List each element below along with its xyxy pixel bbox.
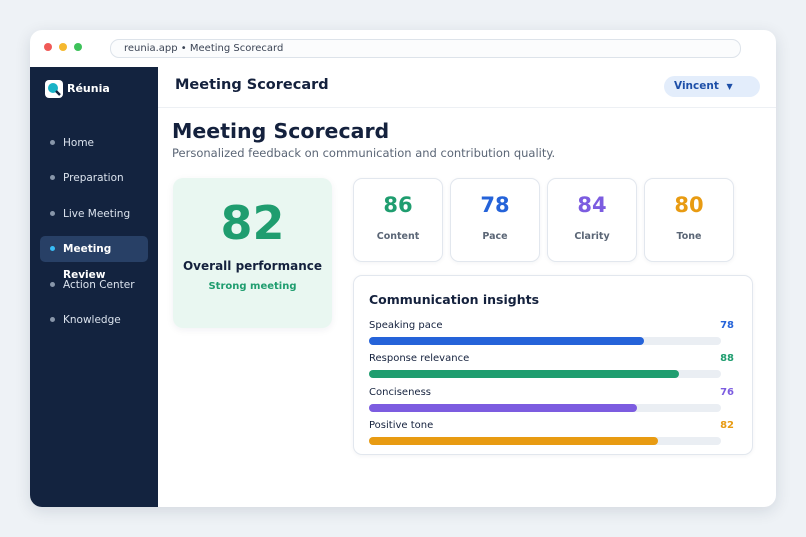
- metric-value: 86: [383, 193, 413, 217]
- insights-card: Communication insights Speaking pace 78 Re…: [353, 275, 753, 455]
- progress-fill: [369, 437, 658, 446]
- nav-item[interactable]: Meeting Review: [40, 236, 148, 281]
- metric-card: 78 Pace: [450, 178, 540, 262]
- logo: [45, 80, 63, 98]
- overall-label: Overall performance: [182, 259, 322, 273]
- overall-card: 82 Overall performance Strong meeting: [173, 178, 332, 328]
- metric-card: 86 Content: [353, 178, 443, 262]
- insight-value: 88: [720, 353, 734, 365]
- progress-fill: [369, 403, 637, 412]
- sidebar: Réunia Home Preparation Live Meeting Meetin…: [30, 67, 158, 507]
- insights-title: Communication insights: [369, 292, 540, 307]
- progress-track: [369, 337, 721, 345]
- address-bar[interactable]: reunia.app • Meeting Scorecard: [110, 39, 741, 58]
- app-window: reunia.app • Meeting Scorecard Réunia Ho…: [30, 30, 776, 507]
- insight-value: 82: [720, 420, 734, 432]
- logo-icon: [48, 83, 61, 96]
- metric-value: 78: [480, 193, 510, 217]
- progress-fill: [369, 370, 679, 379]
- metric-value: 80: [674, 193, 704, 217]
- insight-label: Response relevance: [369, 353, 470, 365]
- metric-label: Clarity: [574, 231, 610, 242]
- insight-value: 76: [720, 386, 734, 398]
- progress-track: [369, 370, 721, 379]
- nav-item[interactable]: Live Meeting: [40, 201, 148, 227]
- user-menu[interactable]: Vincent ▼: [664, 76, 760, 97]
- progress-fill: [369, 337, 644, 345]
- nav-item[interactable]: Knowledge: [40, 307, 148, 333]
- user-name: Vincent: [674, 80, 719, 92]
- insight-label: Conciseness: [369, 386, 431, 398]
- top-bar: [158, 67, 776, 108]
- nav-item[interactable]: Home: [40, 130, 148, 156]
- close-dot[interactable]: [44, 43, 52, 51]
- progress-track: [369, 403, 721, 412]
- metric-value: 84: [577, 193, 607, 217]
- overall-verdict: Strong meeting: [208, 281, 297, 292]
- insight-label: Speaking pace: [369, 320, 443, 331]
- metric-label: Content: [376, 231, 420, 242]
- metric-label: Pace: [482, 231, 508, 242]
- minimize-dot[interactable]: [59, 43, 67, 51]
- overall-score: 82: [220, 196, 285, 250]
- header-title: Meeting Scorecard: [175, 77, 329, 93]
- nav-item[interactable]: Action Center: [40, 272, 148, 298]
- metric-card: 84 Clarity: [547, 178, 637, 262]
- maximize-dot[interactable]: [74, 43, 82, 51]
- dropdown-arrow: ▼: [726, 82, 733, 91]
- progress-track: [369, 437, 721, 446]
- nav-item[interactable]: Preparation: [40, 165, 148, 191]
- insight-label: Positive tone: [369, 420, 434, 432]
- page-subtitle: Personalized feedback on communication a…: [172, 146, 556, 160]
- brand: Réunia: [67, 82, 110, 95]
- metric-card: 80 Tone: [644, 178, 734, 262]
- insight-value: 78: [720, 320, 734, 331]
- metric-label: Tone: [676, 231, 702, 242]
- page-title: Meeting Scorecard: [172, 119, 390, 143]
